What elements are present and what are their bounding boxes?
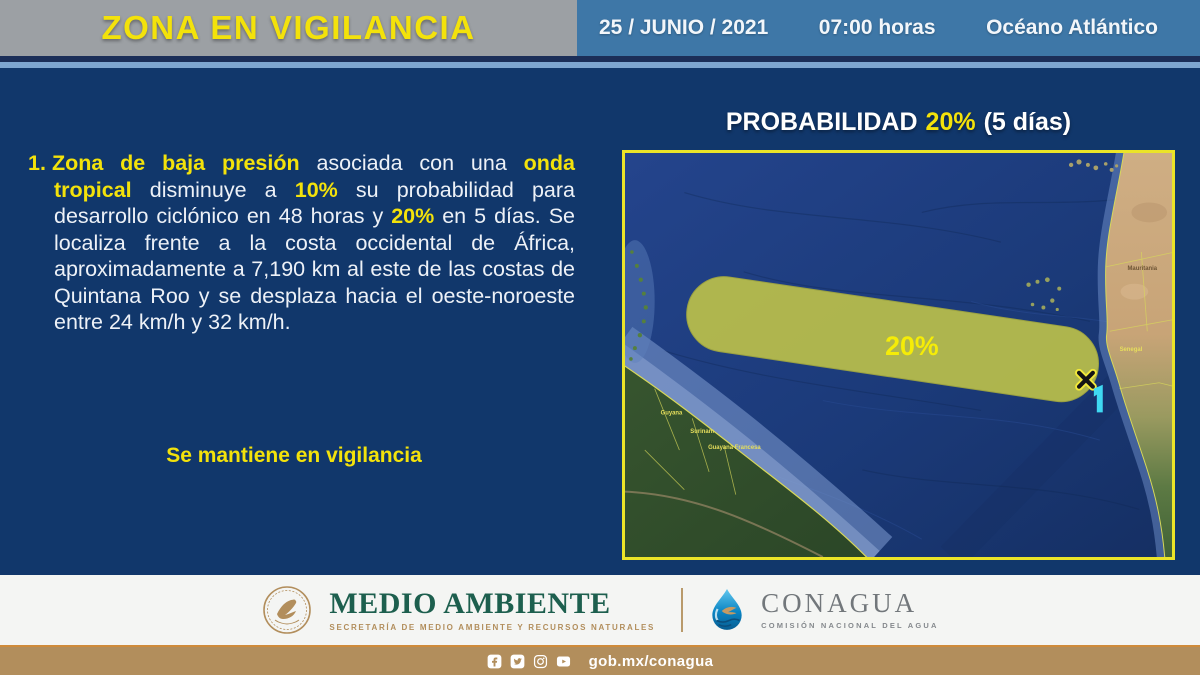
advisory-text: en 5 días. Se localiza frente a la costa…	[54, 204, 575, 334]
map-label-guayana-francesa: Guayana Francesa	[708, 445, 761, 451]
advisory-paragraph: 1. Zona de baja presión asociada con una …	[28, 150, 575, 336]
advisory-highlight-10pct: 10%	[294, 177, 338, 202]
watch-area-probability-label: 20%	[885, 331, 939, 361]
cape-verde-islands	[1026, 277, 1062, 312]
disturbance-x-marker	[1075, 368, 1097, 391]
map-title-percent: 20%	[925, 108, 976, 136]
advisory-text: disminuye a	[131, 177, 295, 202]
main-content: 1. Zona de baja presión asociada con una …	[0, 68, 1200, 575]
time-label: 07:00 horas	[818, 16, 936, 39]
semarnat-title: MEDIO AMBIENTE	[329, 586, 611, 620]
region-label: Océano Atlántico	[986, 16, 1158, 39]
header-title-section: ZONA EN VIGILANCIA	[0, 0, 577, 56]
africa-borders	[1105, 251, 1172, 390]
map-label-surinam: Surinam	[690, 429, 714, 435]
status-text: Se mantiene en vigilancia	[166, 444, 422, 467]
south-america-shelf-inner	[625, 344, 880, 557]
advisory-text: su probabilidad para desarrollo ciclónic…	[54, 177, 575, 229]
conagua-url-link[interactable]: gob.mx/conagua	[588, 652, 714, 670]
header-divider-dark	[0, 56, 1200, 62]
twitter-icon[interactable]	[510, 654, 525, 669]
youtube-icon[interactable]	[556, 654, 571, 669]
conagua-subtitle: COMISIÓN NACIONAL DEL AGUA	[761, 621, 939, 630]
map-title-suffix: (5 días)	[983, 108, 1072, 136]
social-bar: gob.mx/conagua	[0, 647, 1200, 675]
conagua-block: CONAGUA COMISIÓN NACIONAL DEL AGUA	[761, 588, 939, 631]
map-title: PROBABILIDAD 20% (5 días)	[622, 108, 1175, 137]
tropical-wave-axis-icon	[1093, 384, 1103, 413]
atlantic-map-canvas: 20% Guyana Surinam Guayana Francesa Maur…	[625, 153, 1172, 557]
map-label-senegal: Senegal	[1120, 347, 1143, 353]
advisory-highlight-20pct: 20%	[391, 204, 435, 228]
advisory-highlight-low-pressure: Zona de baja presión	[51, 151, 300, 175]
africa-landmass	[1105, 153, 1172, 557]
instagram-icon[interactable]	[533, 654, 548, 669]
lesser-antilles-islands	[629, 250, 648, 361]
institutional-footer: MEDIO AMBIENTE SECRETARÍA DE MEDIO AMBIE…	[0, 575, 1200, 647]
sahara-texture	[1131, 202, 1168, 223]
map-label-guyana: Guyana	[661, 410, 683, 416]
south-america-shelf	[625, 326, 893, 557]
semarnat-block: MEDIO AMBIENTE SECRETARÍA DE MEDIO AMBIE…	[329, 586, 656, 632]
header-divider-light	[0, 62, 1200, 68]
date-label: 25 / JUNIO / 2021	[599, 16, 769, 39]
south-america-landmass	[625, 365, 868, 557]
watch-area-20pct	[686, 276, 1099, 403]
advisory-text: asociada con una	[299, 151, 524, 175]
conagua-logo-icon	[712, 589, 742, 630]
footer-divider	[681, 588, 684, 632]
page-title: ZONA EN VIGILANCIA	[101, 9, 476, 46]
antilles-shallow-water	[625, 240, 655, 363]
advisory-highlight-tropical-wave: onda tropical	[54, 151, 575, 202]
mexico-seal-icon	[263, 586, 312, 634]
advisory-item-number: 1.	[28, 151, 46, 175]
map-title-prefix: PROBABILIDAD	[725, 108, 918, 136]
atlantic-map: 20% Guyana Surinam Guayana Francesa Maur…	[622, 150, 1175, 560]
sahara-texture	[1120, 283, 1149, 300]
canary-islands	[1068, 159, 1119, 172]
conagua-title: CONAGUA	[761, 588, 918, 618]
header-bar: ZONA EN VIGILANCIA 25 / JUNIO / 2021 07:…	[0, 0, 1200, 56]
header-meta-section: 25 / JUNIO / 2021 07:00 horas Océano Atl…	[577, 0, 1200, 56]
semarnat-subtitle: SECRETARÍA DE MEDIO AMBIENTE Y RECURSOS …	[329, 622, 656, 632]
amazon-river	[625, 490, 824, 557]
south-america-borders	[644, 388, 737, 495]
facebook-icon[interactable]	[487, 654, 502, 669]
map-label-mauritania: Mauritania	[1127, 266, 1157, 272]
